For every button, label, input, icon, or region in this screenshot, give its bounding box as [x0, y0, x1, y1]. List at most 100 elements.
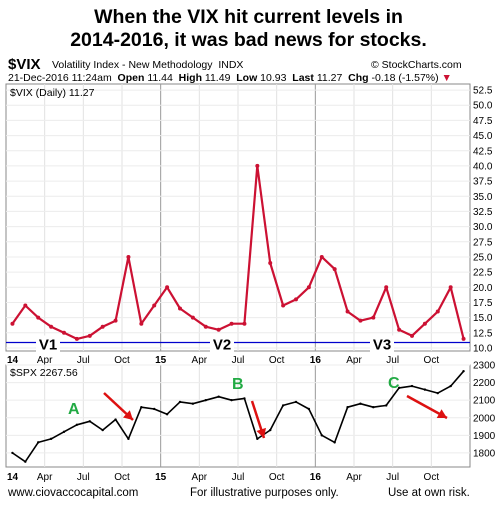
vix-y-tick-label: 25.0	[473, 252, 493, 263]
spx-x-tick-label: Apr	[346, 472, 362, 483]
spx-data-point	[49, 437, 53, 441]
label-bg	[36, 335, 60, 352]
vix-y-tick-label: 17.5	[473, 298, 493, 309]
arrow-b-head	[256, 427, 266, 438]
spx-x-tick-label: Apr	[192, 472, 208, 483]
watermark: © StockCharts.com	[371, 59, 462, 71]
vix-x-tick-label: Oct	[114, 355, 130, 366]
vix-data-point	[242, 321, 247, 326]
spx-data-point	[114, 418, 117, 421]
spx-y-tick-label: 2300	[473, 361, 496, 372]
vix-data-point	[178, 306, 182, 311]
vix-y-tick-label: 15.0	[473, 313, 493, 324]
vix-data-point	[410, 333, 414, 338]
spx-data-point	[191, 402, 195, 405]
label-bg	[370, 335, 394, 352]
vix-y-tick-label: 37.5	[473, 177, 493, 188]
vix-series-line	[11, 164, 465, 340]
vix-data-point	[36, 315, 41, 320]
spx-data-point	[307, 407, 311, 411]
vix-data-point	[87, 333, 92, 338]
spx-data-point	[256, 437, 259, 441]
vix-y-tick-label: 45.0	[473, 131, 493, 142]
vix-y-tick-label: 52.5	[473, 86, 493, 97]
spx-x-tick-label: 16	[310, 472, 322, 483]
vix-data-point	[281, 303, 286, 308]
vix-x-tick-label: Jul	[386, 355, 399, 366]
spx-data-point	[230, 398, 233, 402]
label-bg	[210, 335, 234, 352]
footer-site: www.ciovaccocapital.com	[8, 487, 139, 499]
spx-data-point	[11, 451, 14, 455]
vix-data-point	[422, 321, 427, 326]
spx-data-point	[269, 428, 272, 432]
vix-x-tick-label: Jul	[232, 355, 245, 366]
spx-y-tick-label: 2000	[473, 413, 496, 424]
spx-data-point	[24, 460, 27, 463]
spx-x-tick-label: 14	[7, 472, 19, 483]
vix-y-tick-label: 22.5	[473, 268, 493, 279]
vix-data-point	[255, 163, 260, 168]
index-name: Volatility Index - New Methodology INDX	[52, 59, 244, 71]
spx-data-point	[153, 407, 156, 411]
spx-x-tick-label: Apr	[37, 472, 53, 483]
vix-data-point	[203, 324, 208, 329]
spx-data-point	[333, 441, 336, 444]
vix-x-tick-label: Apr	[192, 355, 208, 366]
vix-y-tick-label: 20.0	[473, 283, 493, 294]
vix-data-point	[306, 285, 311, 290]
symbol: $VIX	[8, 56, 41, 73]
vix-data-point	[49, 324, 54, 329]
vix-x-tick-label: 16	[310, 355, 322, 366]
vix-data-point	[139, 321, 144, 326]
vix-y-tick-label: 10.0	[473, 343, 493, 354]
vix-data-point	[332, 267, 337, 272]
vix-data-point	[216, 327, 221, 332]
vix-data-point	[294, 297, 298, 302]
label-v3: V3	[373, 337, 391, 354]
vix-data-point	[268, 261, 273, 266]
spx-x-tick-label: Jul	[232, 472, 245, 483]
spx-x-tick-label: 15	[155, 472, 167, 483]
spx-data-point	[178, 400, 182, 404]
vix-data-point	[461, 336, 466, 341]
spx-data-point	[372, 406, 375, 409]
vix-data-point	[100, 324, 105, 329]
vix-data-point	[74, 336, 79, 341]
spx-data-point	[37, 441, 40, 444]
spx-data-point	[101, 428, 104, 432]
vix-y-tick-label: 32.5	[473, 207, 493, 218]
vix-x-tick-label: Oct	[269, 355, 285, 366]
vix-y-tick-label: 30.0	[473, 222, 493, 233]
spx-data-point	[320, 434, 323, 437]
vix-x-tick-label: Apr	[37, 355, 53, 366]
vix-data-point	[113, 318, 118, 323]
vix-data-point	[319, 254, 324, 259]
arrow-c-head	[436, 409, 447, 419]
spx-data-point	[346, 406, 349, 409]
vix-data-point	[126, 254, 131, 259]
vix-x-tick-label: Jul	[77, 355, 90, 366]
spx-y-tick-label: 2100	[473, 396, 496, 407]
vix-data-point	[10, 321, 15, 326]
spx-legend: $SPX 2267.56	[10, 367, 78, 379]
vix-x-tick-label: Oct	[424, 355, 440, 366]
vix-data-point	[371, 315, 376, 320]
spx-data-point	[140, 406, 143, 409]
spx-data-point	[217, 395, 220, 398]
spx-x-tick-label: Jul	[386, 472, 399, 483]
footer-risk: Use at own risk.	[388, 487, 470, 499]
vix-data-point	[358, 318, 363, 323]
vix-data-point	[229, 321, 234, 326]
spx-y-tick-label: 1900	[473, 431, 496, 442]
spx-x-tick-label: Oct	[269, 472, 285, 483]
label-v2: V2	[213, 337, 231, 354]
label-a: A	[68, 401, 80, 418]
spx-data-point	[88, 420, 91, 423]
spx-data-point	[75, 423, 79, 426]
vix-data-point	[152, 303, 157, 308]
vix-y-tick-label: 12.5	[473, 328, 493, 339]
vix-data-point	[345, 309, 350, 314]
footer-disclaimer: For illustrative purposes only.	[190, 487, 339, 499]
